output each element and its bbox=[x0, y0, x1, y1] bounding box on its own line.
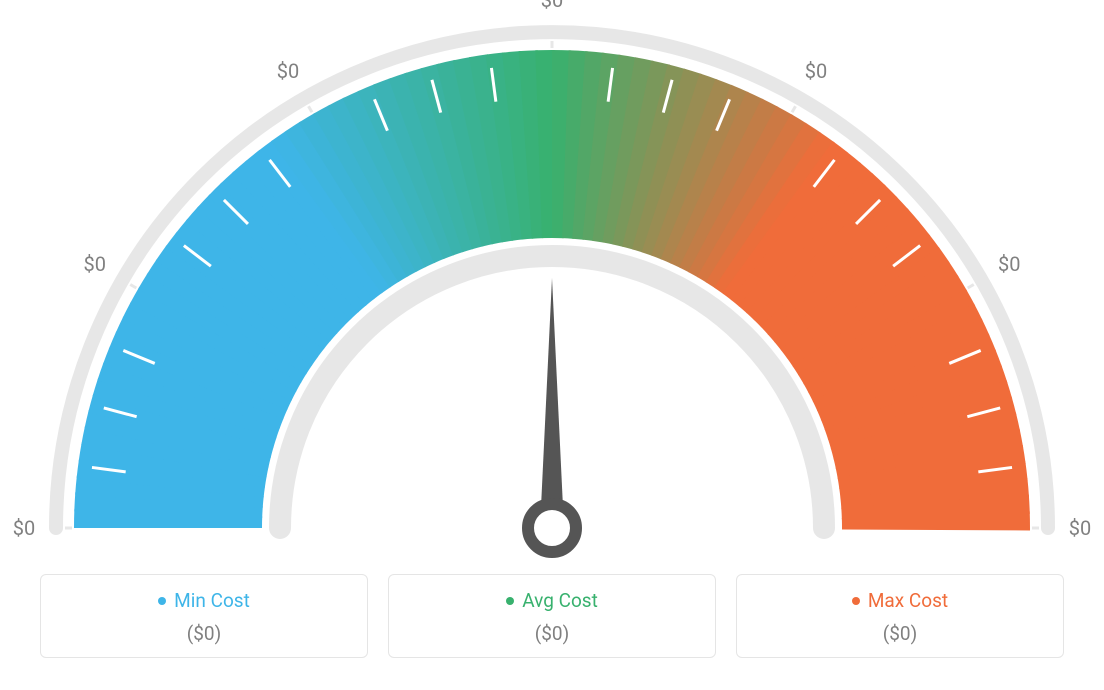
legend-value-max: ($0) bbox=[747, 622, 1053, 645]
gauge-tick-label: $0 bbox=[13, 516, 35, 540]
legend-label-max: Max Cost bbox=[868, 589, 948, 612]
gauge-tick-label: $0 bbox=[998, 252, 1020, 276]
legend-title-avg: Avg Cost bbox=[506, 589, 598, 612]
legend-card-avg: Avg Cost ($0) bbox=[388, 574, 716, 658]
legend-row: Min Cost ($0) Avg Cost ($0) Max Cost ($0… bbox=[40, 574, 1064, 658]
legend-label-avg: Avg Cost bbox=[522, 589, 598, 612]
legend-dot-max bbox=[852, 597, 860, 605]
legend-value-min: ($0) bbox=[51, 622, 357, 645]
legend-card-max: Max Cost ($0) bbox=[736, 574, 1064, 658]
legend-title-max: Max Cost bbox=[852, 589, 948, 612]
gauge-tick-label: $0 bbox=[277, 59, 299, 83]
legend-card-min: Min Cost ($0) bbox=[40, 574, 368, 658]
legend-label-min: Min Cost bbox=[174, 589, 250, 612]
legend-title-min: Min Cost bbox=[158, 589, 250, 612]
chart-container: $0 $0 $0 $0 $0 $0 $0 Min Cost ($0) Avg Cost ($… bbox=[0, 0, 1104, 690]
gauge-tick-label: $0 bbox=[805, 59, 827, 83]
legend-dot-avg bbox=[506, 597, 514, 605]
gauge-tick-label: $0 bbox=[83, 252, 105, 276]
legend-dot-min bbox=[158, 597, 166, 605]
gauge-tick-label: $0 bbox=[1069, 516, 1091, 540]
gauge-chart: $0 $0 $0 $0 $0 $0 $0 bbox=[0, 0, 1104, 560]
gauge-tick-label: $0 bbox=[541, 0, 563, 12]
legend-value-avg: ($0) bbox=[399, 622, 705, 645]
